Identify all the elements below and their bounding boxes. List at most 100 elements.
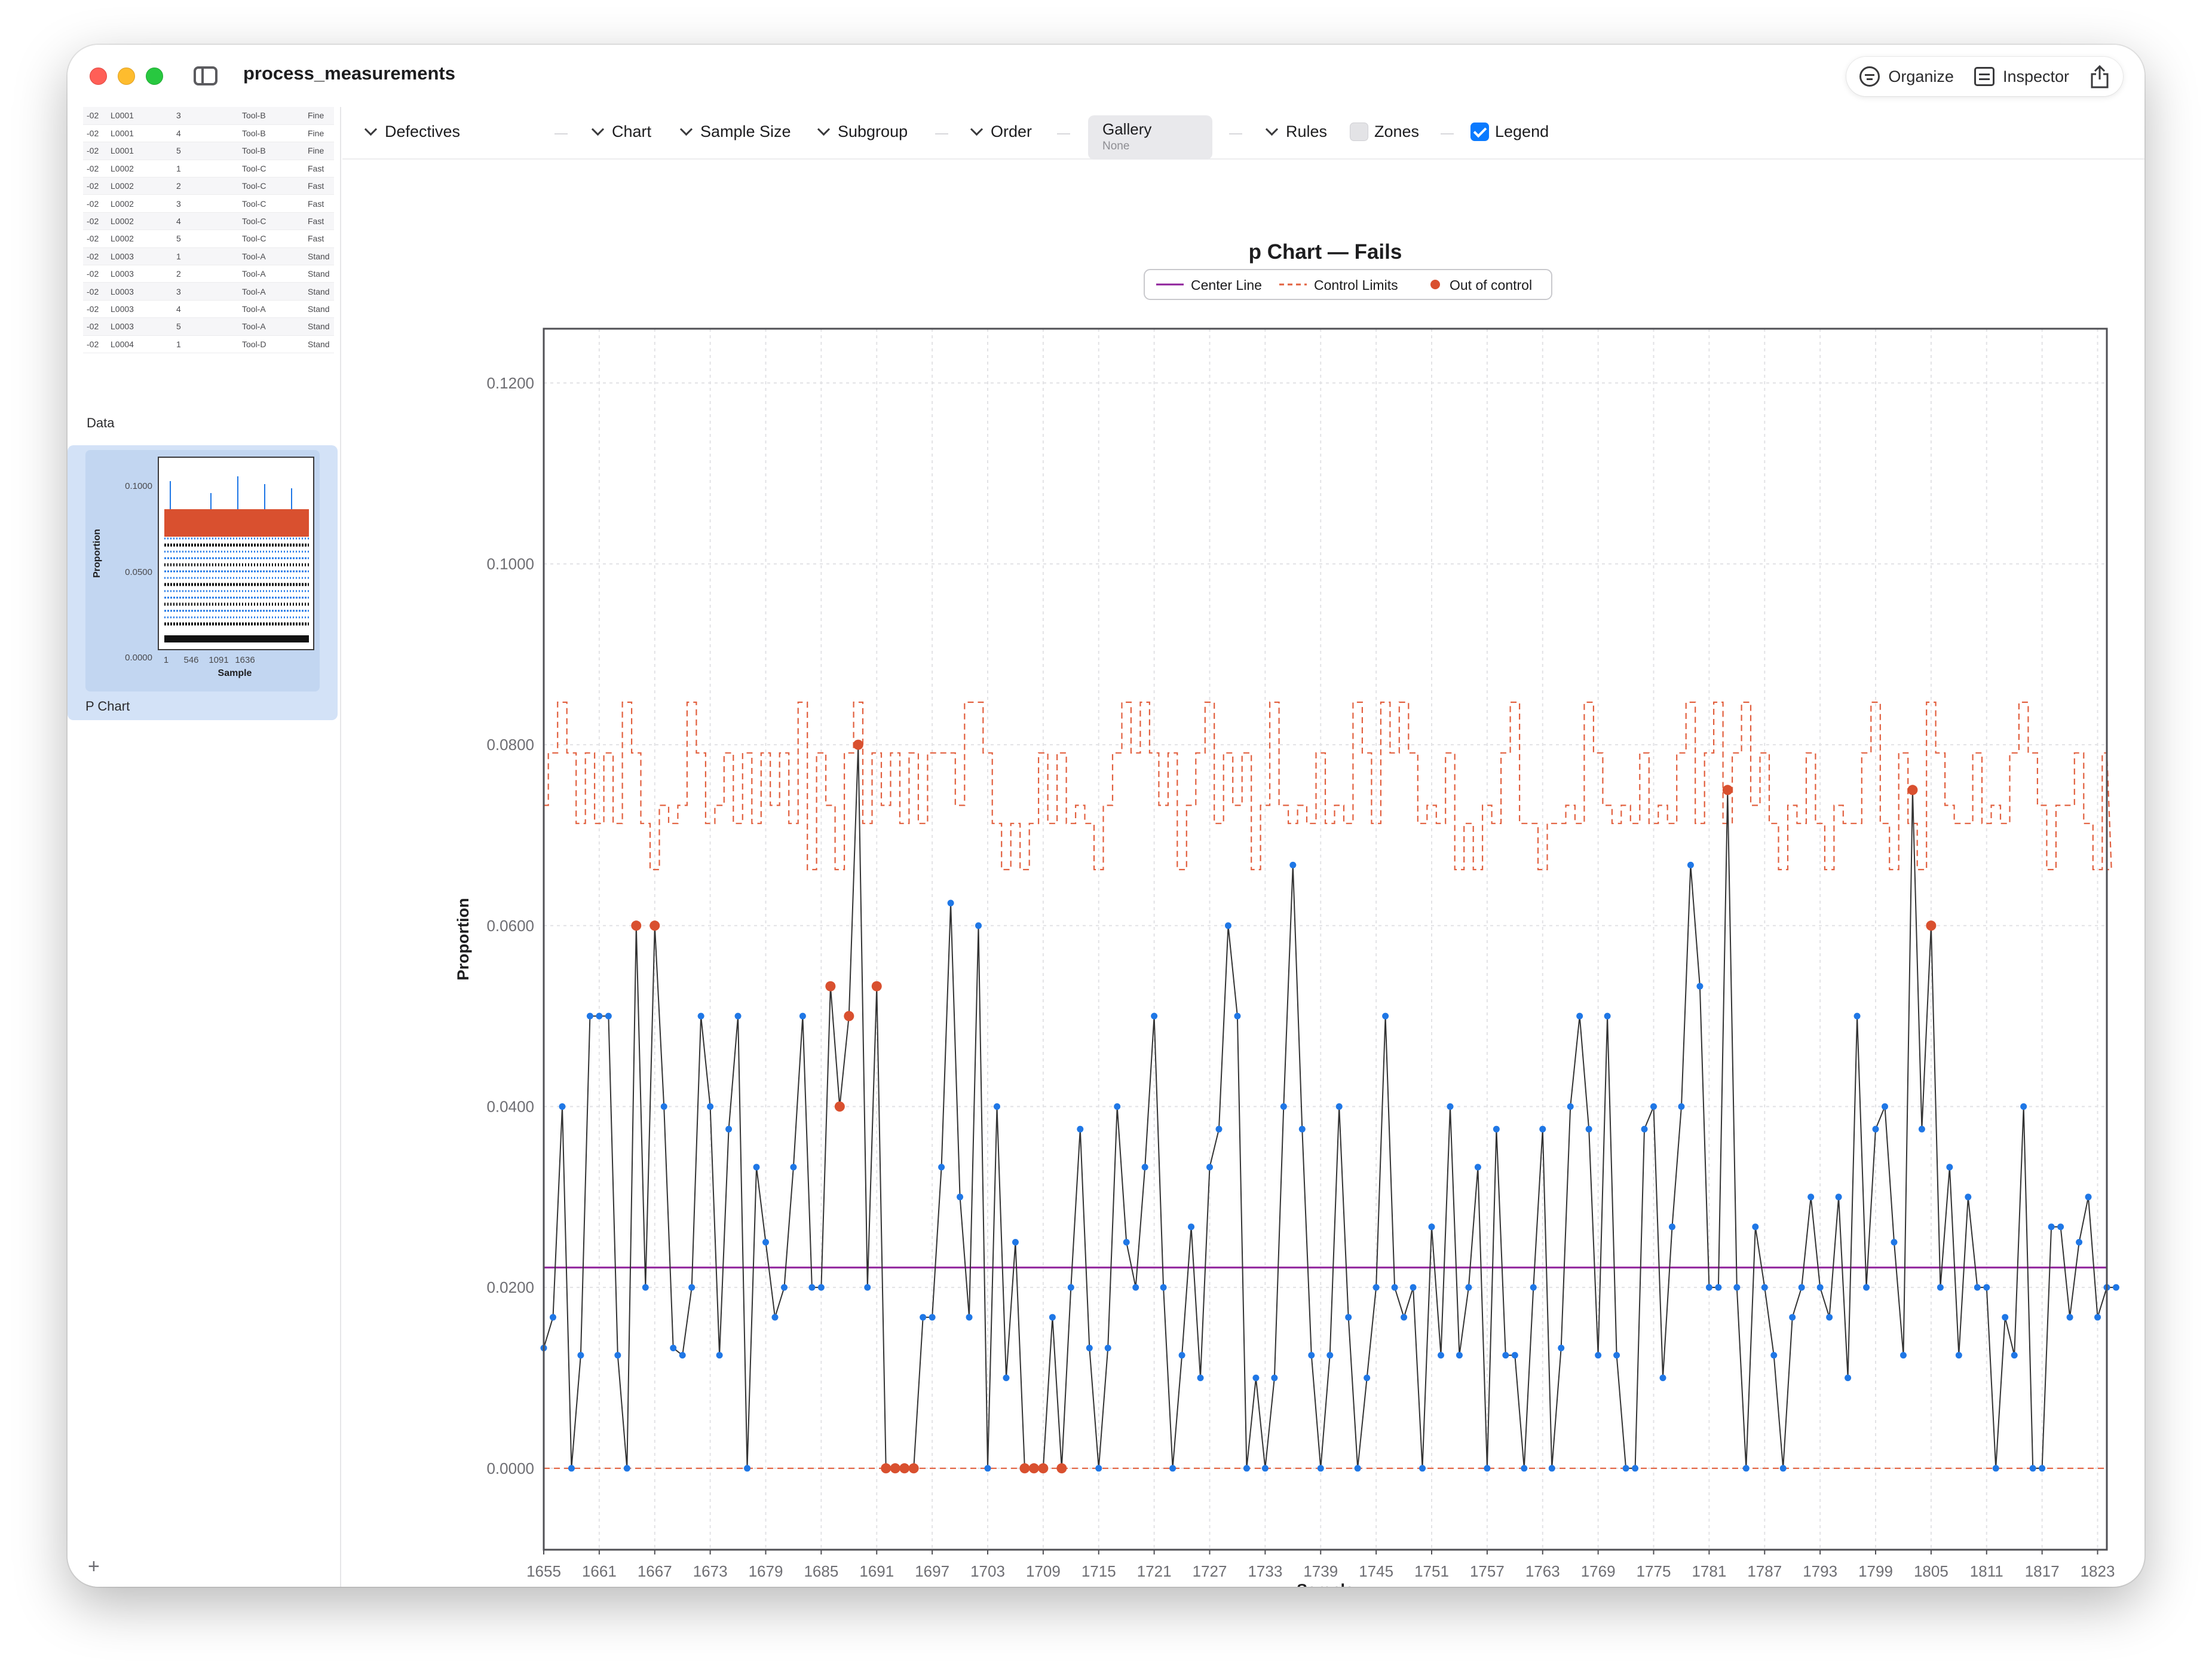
data-point xyxy=(1742,1465,1750,1472)
x-tick-label: 1769 xyxy=(1581,1562,1616,1580)
data-point xyxy=(549,1314,556,1321)
data-table-cell: L0002 xyxy=(107,194,173,213)
chevron-down-icon xyxy=(679,123,693,136)
data-point xyxy=(1687,861,1694,868)
thumb-zero-band xyxy=(164,635,309,642)
data-table-cell: -02 xyxy=(83,300,107,319)
data-table-cell: -02 xyxy=(83,177,107,195)
zones-toggle[interactable]: Zones xyxy=(1350,123,1419,141)
data-point xyxy=(2057,1223,2064,1231)
zoom-window-button[interactable] xyxy=(146,68,163,85)
out-of-control-point xyxy=(649,920,660,931)
data-point xyxy=(1261,1465,1269,1472)
x-tick-label: 1823 xyxy=(2081,1562,2115,1580)
data-table-row: -02 L0002 5 Tool-C Fast xyxy=(83,229,334,248)
data-table-cell: -02 xyxy=(83,107,107,125)
chart-dropdown[interactable]: Chart xyxy=(591,123,651,141)
data-table-cell: 5 xyxy=(173,229,238,248)
data-point xyxy=(1298,1125,1306,1133)
data-point xyxy=(1548,1465,1555,1472)
data-point xyxy=(2039,1465,2046,1472)
data-table-cell: L0003 xyxy=(107,317,173,336)
data-point xyxy=(1169,1465,1177,1472)
pchart-thumbnail-card[interactable]: 0.1000 0.0500 0.0000 1 546 1091 1636 Sample Prop… xyxy=(68,445,338,720)
sample-size-dropdown[interactable]: Sample Size xyxy=(679,123,791,141)
data-point xyxy=(1372,1284,1380,1291)
data-table-cell: -02 xyxy=(83,194,107,213)
data-table-cell: Stand xyxy=(304,247,334,266)
data-point xyxy=(753,1164,760,1171)
chart-area: p Chart — Fails Center Line Control Limits… xyxy=(342,161,2144,1587)
data-point xyxy=(1715,1284,1722,1291)
data-point xyxy=(2048,1223,2055,1231)
x-tick-label: 1805 xyxy=(1914,1562,1948,1580)
data-point xyxy=(1946,1164,1953,1171)
data-points xyxy=(540,739,2119,1474)
thumb-plot-area xyxy=(158,457,314,650)
data-point xyxy=(1206,1164,1214,1171)
x-tick-label: 1697 xyxy=(915,1562,949,1580)
data-point xyxy=(1567,1103,1574,1110)
thumb-y-tick: 0.0500 xyxy=(125,567,152,577)
data-point xyxy=(1641,1125,1648,1133)
y-tick-label: 0.0600 xyxy=(486,917,534,935)
data-point xyxy=(1705,1284,1712,1291)
legend-toggle[interactable]: Legend xyxy=(1470,123,1549,141)
out-of-control-point xyxy=(1038,1463,1049,1474)
data-point xyxy=(947,899,954,907)
y-tick-label: 0.1000 xyxy=(486,555,534,573)
p-chart: p Chart — Fails Center Line Control Limits… xyxy=(454,240,2119,1587)
y-axis-label: Proportion xyxy=(454,898,472,981)
organize-button[interactable]: Organize xyxy=(1859,66,1954,87)
data-point xyxy=(1215,1125,1223,1133)
data-thumbnail[interactable]: -02 L0001 3 Tool-B Fine -02 L0001 4 Tool-B Fine -0… xyxy=(83,107,334,364)
data-point xyxy=(716,1352,723,1359)
x-tick-label: 1745 xyxy=(1359,1562,1393,1580)
data-point xyxy=(1576,1012,1583,1020)
data-table-cell: Fast xyxy=(304,229,334,248)
data-table-cell: -02 xyxy=(83,282,107,301)
sidebar-toggle-icon[interactable] xyxy=(194,66,217,85)
add-sheet-button[interactable]: + xyxy=(88,1555,100,1578)
zones-checkbox[interactable] xyxy=(1350,123,1368,141)
x-tick-label: 1721 xyxy=(1137,1562,1172,1580)
close-window-button[interactable] xyxy=(90,68,107,85)
data-table-cell: 2 xyxy=(173,265,238,283)
data-point xyxy=(1502,1352,1509,1359)
data-point xyxy=(725,1125,733,1133)
rules-label: Rules xyxy=(1286,123,1328,140)
x-tick-label: 1667 xyxy=(638,1562,672,1580)
data-point xyxy=(1151,1012,1158,1020)
defectives-dropdown[interactable]: Defectives xyxy=(364,123,460,141)
data-point xyxy=(1234,1012,1241,1020)
data-point xyxy=(1798,1284,1805,1291)
out-of-control-point xyxy=(853,739,863,750)
data-point xyxy=(568,1465,575,1472)
data-point xyxy=(1437,1352,1444,1359)
data-table-row: -02 L0002 4 Tool-C Fast xyxy=(83,212,334,231)
minimize-window-button[interactable] xyxy=(118,68,135,85)
share-button[interactable] xyxy=(2090,65,2110,88)
data-point xyxy=(1845,1374,1852,1381)
legend-label: Control Limits xyxy=(1314,277,1398,293)
data-point xyxy=(660,1103,667,1110)
y-tick-label: 0.0000 xyxy=(486,1459,534,1477)
pchart-thumbnail-label: P Chart xyxy=(85,699,130,714)
data-table-cell: Tool-D xyxy=(238,335,304,353)
data-table-cell: -02 xyxy=(83,265,107,283)
data-table-cell: Stand xyxy=(304,265,334,283)
data-table-cell: Fine xyxy=(304,107,334,125)
inspector-button[interactable]: Inspector xyxy=(1974,67,2069,86)
subgroup-dropdown[interactable]: Subgroup xyxy=(817,123,908,141)
data-point xyxy=(2011,1352,2018,1359)
data-table-cell: Fast xyxy=(304,212,334,231)
data-point xyxy=(1335,1103,1343,1110)
gallery-value: None xyxy=(1102,140,1130,152)
rules-dropdown[interactable]: Rules xyxy=(1265,123,1328,141)
gallery-selector[interactable]: Gallery None xyxy=(1088,115,1212,160)
legend-checkbox[interactable] xyxy=(1470,123,1489,141)
x-tick-label: 1727 xyxy=(1193,1562,1227,1580)
x-tick-label: 1673 xyxy=(693,1562,728,1580)
data-point xyxy=(1308,1352,1315,1359)
order-dropdown[interactable]: Order xyxy=(970,123,1032,141)
